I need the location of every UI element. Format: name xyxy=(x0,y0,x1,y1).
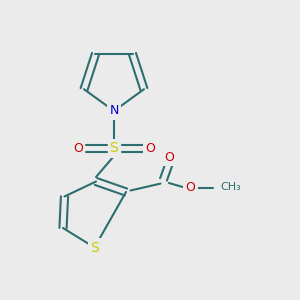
Text: N: N xyxy=(109,104,119,118)
Text: S: S xyxy=(90,241,99,254)
Text: O: O xyxy=(186,181,195,194)
Text: S: S xyxy=(110,142,118,155)
Text: O: O xyxy=(165,151,174,164)
Text: O: O xyxy=(145,142,155,155)
Text: O: O xyxy=(73,142,83,155)
Text: CH₃: CH₃ xyxy=(220,182,241,193)
